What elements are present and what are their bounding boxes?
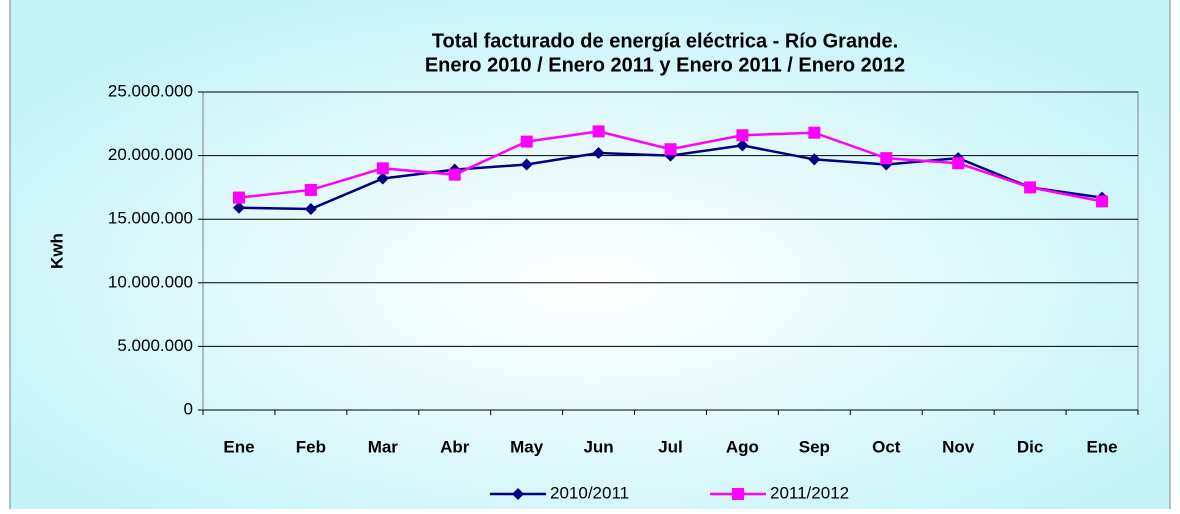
data-point <box>736 139 749 152</box>
x-tick-label: Mar <box>368 437 399 456</box>
y-axis-label: Kwh <box>47 233 66 269</box>
legend-marker <box>512 488 524 500</box>
y-tick-label: 0 <box>184 399 193 418</box>
legend-marker <box>732 488 744 500</box>
data-point <box>304 203 317 216</box>
y-tick-label: 15.000.000 <box>108 209 193 228</box>
data-point <box>520 135 533 148</box>
chart-title: Total facturado de energía eléctrica - R… <box>432 30 898 52</box>
data-point <box>952 157 965 170</box>
x-tick-label: Oct <box>872 437 901 456</box>
x-tick-label: Abr <box>440 437 470 456</box>
legend-label: 2010/2011 <box>550 483 629 502</box>
x-tick-label: May <box>510 437 544 456</box>
data-point <box>1096 195 1109 208</box>
data-point <box>376 162 389 175</box>
data-point <box>592 147 605 160</box>
data-point <box>232 191 245 204</box>
data-point <box>448 168 461 181</box>
chart-subtitle: Enero 2010 / Enero 2011 y Enero 2011 / E… <box>425 54 905 76</box>
data-point <box>1024 181 1037 194</box>
data-point <box>520 158 533 171</box>
x-tick-label: Sep <box>799 437 830 456</box>
data-point <box>376 172 389 185</box>
x-tick-label: Jun <box>583 437 613 456</box>
x-tick-label: Ene <box>1086 437 1117 456</box>
y-tick-label: 20.000.000 <box>108 145 193 164</box>
y-tick-label: 10.000.000 <box>108 272 193 291</box>
data-point <box>232 201 245 214</box>
x-tick-label: Ago <box>726 437 759 456</box>
x-tick-label: Ene <box>223 437 254 456</box>
x-tick-label: Dic <box>1017 437 1043 456</box>
x-tick-label: Jul <box>658 437 683 456</box>
data-point <box>808 126 821 139</box>
x-tick-label: Feb <box>296 437 326 456</box>
legend-label: 2011/2012 <box>770 483 849 502</box>
data-point <box>736 129 749 142</box>
y-tick-label: 25.000.000 <box>108 81 193 100</box>
data-point <box>664 143 677 156</box>
data-point <box>808 153 821 166</box>
data-point <box>592 125 605 138</box>
data-point <box>304 183 317 196</box>
y-tick-label: 5.000.000 <box>117 336 193 355</box>
chart-frame <box>9 0 1171 514</box>
x-tick-label: Nov <box>942 437 975 456</box>
data-point <box>880 152 893 165</box>
